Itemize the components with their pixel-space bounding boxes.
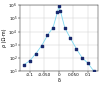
Y-axis label: ρ (Ω·m): ρ (Ω·m) [2,29,7,47]
Point [87,62,89,64]
Point [58,5,60,7]
Point [81,57,83,58]
Point [57,11,58,13]
Point [23,64,25,65]
Point [75,48,77,49]
Point [64,27,66,28]
Point [60,10,61,11]
Point [29,60,31,61]
Point [93,70,94,72]
Point [70,38,71,39]
Point [41,45,42,47]
Point [46,35,48,36]
Point [52,27,54,28]
X-axis label: δ: δ [57,78,60,83]
Point [35,53,36,54]
